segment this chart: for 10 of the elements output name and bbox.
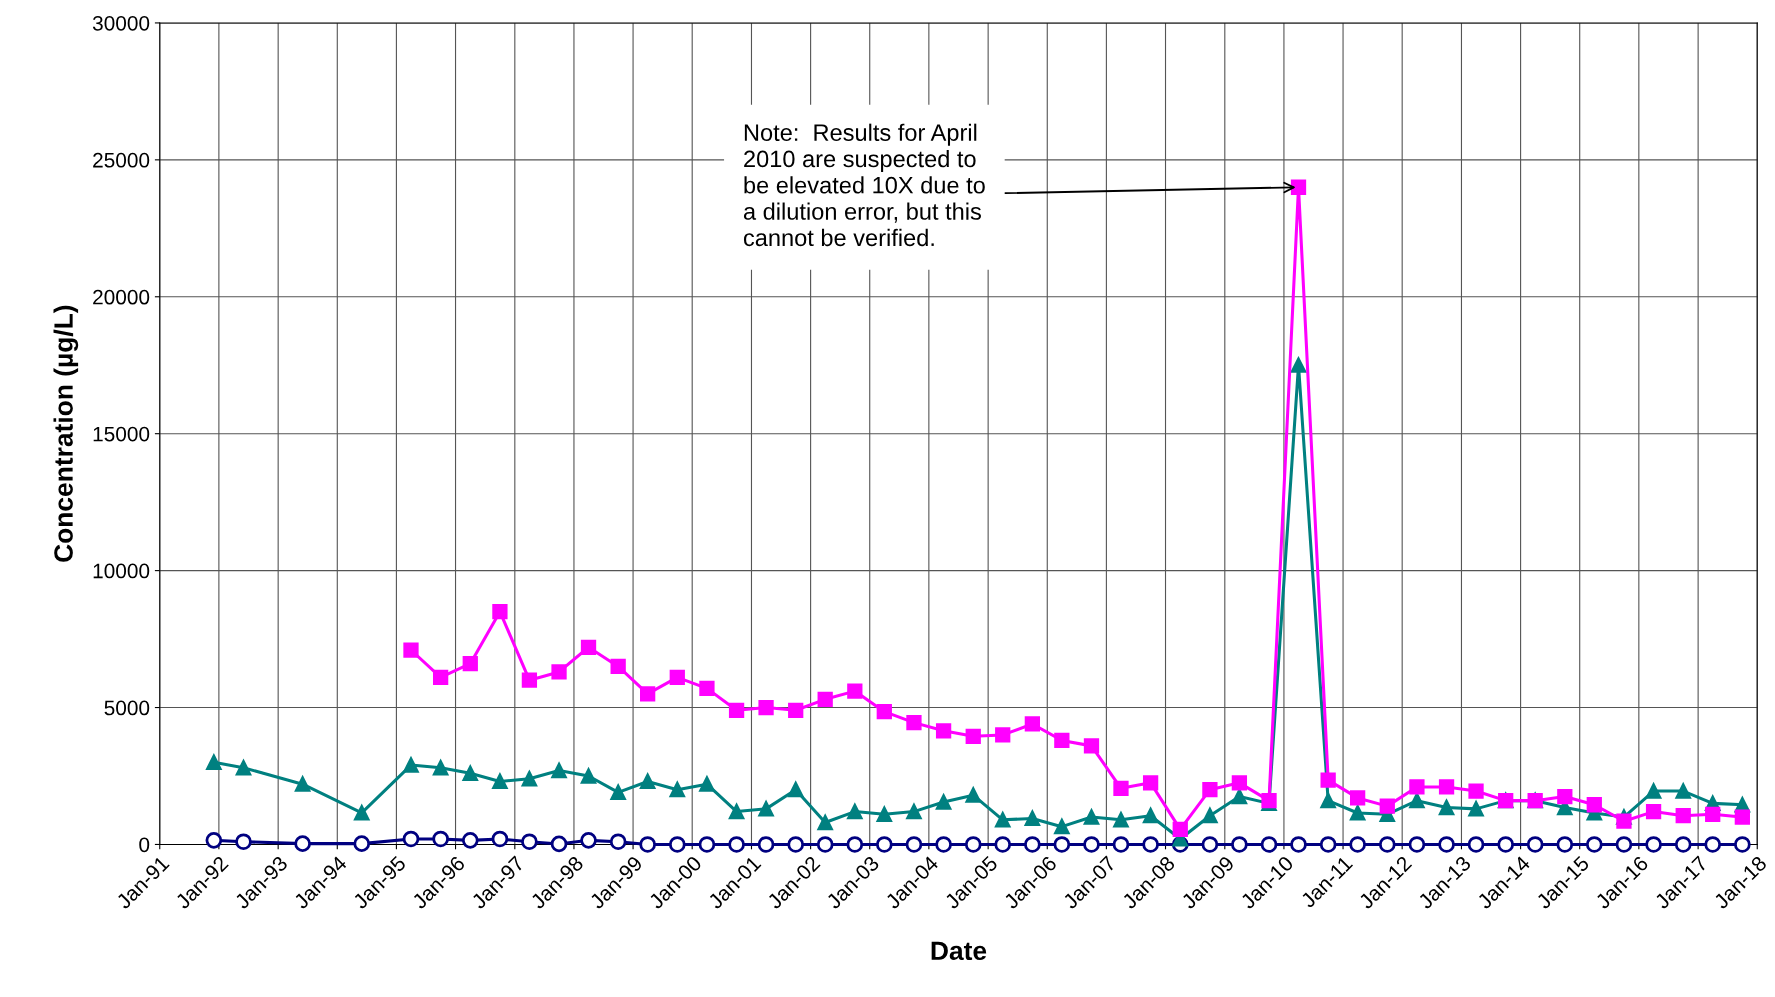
y-tick-label: 5000 <box>104 700 150 716</box>
y-tick-label: 15000 <box>93 426 150 442</box>
y-tick-label: 30000 <box>92 15 150 31</box>
y-tick-label: 20000 <box>93 289 150 305</box>
y-tick-label: 10000 <box>93 563 150 579</box>
y-tick-label: 0 <box>139 837 150 853</box>
x-axis-title: Date <box>931 941 987 961</box>
y-axis-title: Concentration (µg/L) <box>53 305 79 562</box>
y-tick-label: 25000 <box>93 152 150 168</box>
annotation: Note: Results for April 2010 are suspected to be elevated 10X due to a dilution error, but this cannot be verified. <box>743 123 985 247</box>
